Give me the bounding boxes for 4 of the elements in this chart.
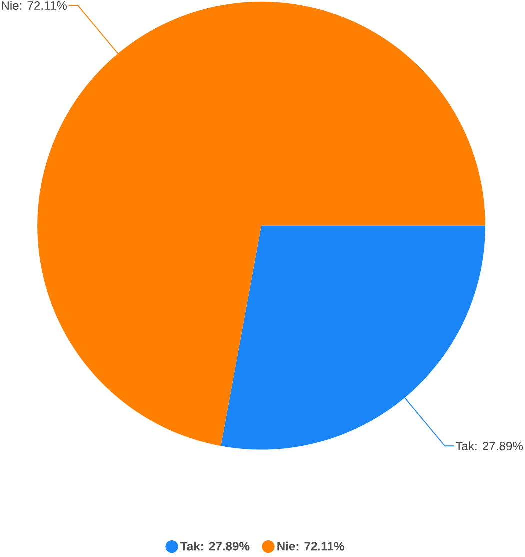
legend-label: Nie: 72.11% — [278, 542, 345, 551]
data-label: Tak: 27.89% — [456, 442, 524, 451]
legend-label: Tak: 27.89% — [180, 542, 250, 551]
data-label: Nie: 72.11% — [2, 1, 68, 10]
